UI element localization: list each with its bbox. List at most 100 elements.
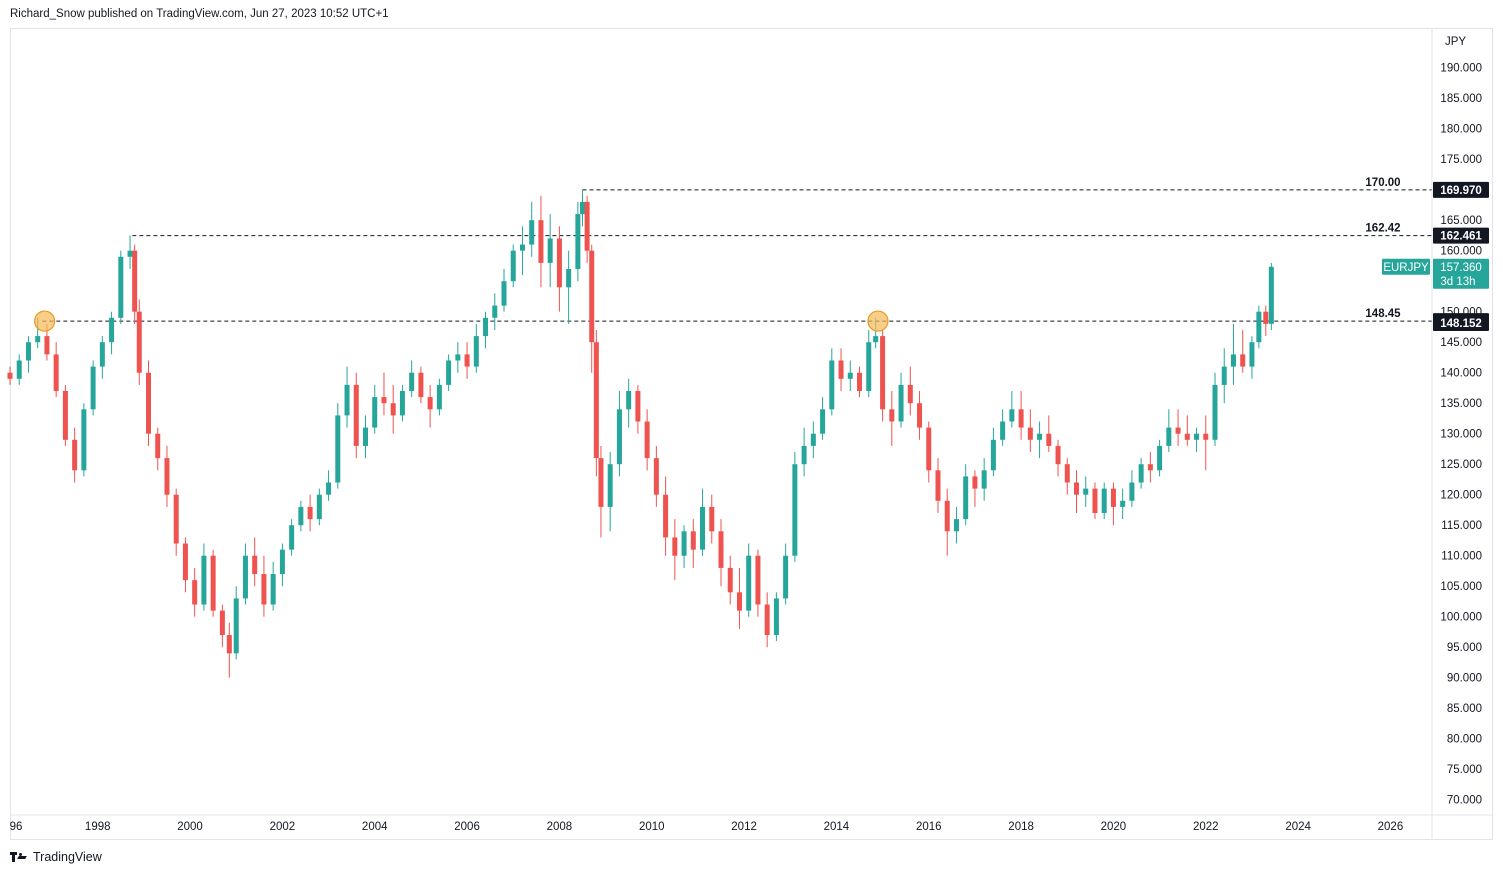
candle-body xyxy=(182,543,188,581)
candle-body xyxy=(981,470,987,489)
candle-body xyxy=(736,592,742,611)
candle-body xyxy=(53,354,59,391)
candle-body xyxy=(226,635,232,654)
candle-body xyxy=(1000,421,1006,440)
candle-body xyxy=(681,531,687,556)
candle-body xyxy=(1147,464,1153,471)
x-tick-label: 2016 xyxy=(916,821,942,833)
x-tick-label: 2026 xyxy=(1378,821,1404,833)
candle-body xyxy=(1009,409,1015,422)
candle-body xyxy=(1027,427,1033,440)
symbol-tag: EURJPY xyxy=(1383,262,1429,274)
y-tick-label: 175.000 xyxy=(1440,154,1482,166)
candle-body xyxy=(118,256,124,318)
candle-body xyxy=(653,458,659,495)
candle-body xyxy=(847,372,853,379)
candle-body xyxy=(598,458,604,507)
candle-body xyxy=(501,281,507,306)
x-tick-label: 2014 xyxy=(824,821,850,833)
y-tick-label: 140.000 xyxy=(1440,368,1482,380)
candle-body xyxy=(201,555,207,605)
candle-body xyxy=(81,409,87,471)
candle-body xyxy=(1230,354,1236,367)
y-tick-label: 130.000 xyxy=(1440,429,1482,441)
x-tick-label: 2012 xyxy=(731,821,757,833)
candle-body xyxy=(289,525,295,550)
candle-body xyxy=(219,610,225,636)
candle-body xyxy=(519,244,525,251)
publisher-line: Richard_Snow published on TradingView.co… xyxy=(10,8,389,20)
y-tick-label: 110.000 xyxy=(1441,551,1482,563)
candle-body xyxy=(584,201,590,251)
candle-body xyxy=(644,421,650,459)
candle-body xyxy=(917,403,923,428)
candle-body xyxy=(538,220,544,263)
highlight-circle xyxy=(34,310,56,332)
candle-body xyxy=(62,390,68,440)
y-tick-label: 145.000 xyxy=(1440,337,1482,349)
candle-body xyxy=(44,336,50,355)
candle-body xyxy=(99,342,105,367)
candle-body xyxy=(146,372,152,434)
x-tick-label: 96 xyxy=(10,821,23,833)
x-tick-label: 2004 xyxy=(362,821,388,833)
y-tick-label: 180.000 xyxy=(1440,124,1482,136)
candle-body xyxy=(1074,482,1079,495)
candle-body xyxy=(1037,433,1043,440)
candle-body xyxy=(307,506,313,520)
candle-body xyxy=(593,342,599,459)
candle-body xyxy=(1194,433,1200,440)
y-tick-label: 70.000 xyxy=(1447,795,1482,807)
y-tick-label: 125.000 xyxy=(1440,459,1482,471)
candle-body xyxy=(132,250,138,312)
candle-body xyxy=(242,555,248,599)
candle-body xyxy=(344,384,350,416)
candle-body xyxy=(718,531,724,568)
candle-body xyxy=(589,250,595,343)
candle-body xyxy=(1184,433,1190,440)
candle-body xyxy=(7,372,13,379)
candle-body xyxy=(326,482,332,495)
candle-body xyxy=(483,317,489,337)
candle-body xyxy=(270,574,276,605)
candle-body xyxy=(1166,427,1172,446)
candle-body xyxy=(889,409,895,422)
candle-body xyxy=(353,384,359,446)
candle-body xyxy=(261,574,267,605)
candle-body xyxy=(455,354,461,361)
candle-body xyxy=(173,494,179,544)
candle-body xyxy=(1240,354,1246,367)
candle-body xyxy=(783,555,789,599)
y-tick-label: 160.000 xyxy=(1440,246,1482,258)
y-tick-label: 75.000 xyxy=(1447,764,1482,776)
candle-body xyxy=(579,201,585,215)
candle-body xyxy=(464,354,470,367)
candle-body xyxy=(635,390,641,422)
candle-body xyxy=(210,555,216,611)
candle-body xyxy=(880,336,886,410)
candle-body xyxy=(127,250,133,257)
candle-body xyxy=(510,250,516,282)
candle-body xyxy=(963,476,969,520)
candle-body xyxy=(427,397,433,410)
y-tick-label: 95.000 xyxy=(1447,642,1482,654)
symbol-tag-bg xyxy=(1382,258,1430,275)
y-tick-label: 115.000 xyxy=(1441,520,1482,532)
candle-body xyxy=(72,439,78,471)
candle-body xyxy=(1203,433,1209,440)
candle-body xyxy=(35,336,41,343)
candle-body xyxy=(90,366,96,410)
x-tick-label: 2020 xyxy=(1101,821,1127,833)
candle-body xyxy=(953,519,959,532)
candle-body xyxy=(575,214,581,269)
candle-body xyxy=(866,342,872,391)
candle-body xyxy=(1157,445,1163,471)
candle-body xyxy=(155,433,161,459)
candle-body xyxy=(1120,500,1126,507)
last-price-badge-bg xyxy=(1433,258,1489,289)
candle-body xyxy=(1055,445,1061,465)
candle-body xyxy=(1046,433,1052,446)
candle-body xyxy=(1110,488,1116,507)
candle-body xyxy=(109,317,115,343)
